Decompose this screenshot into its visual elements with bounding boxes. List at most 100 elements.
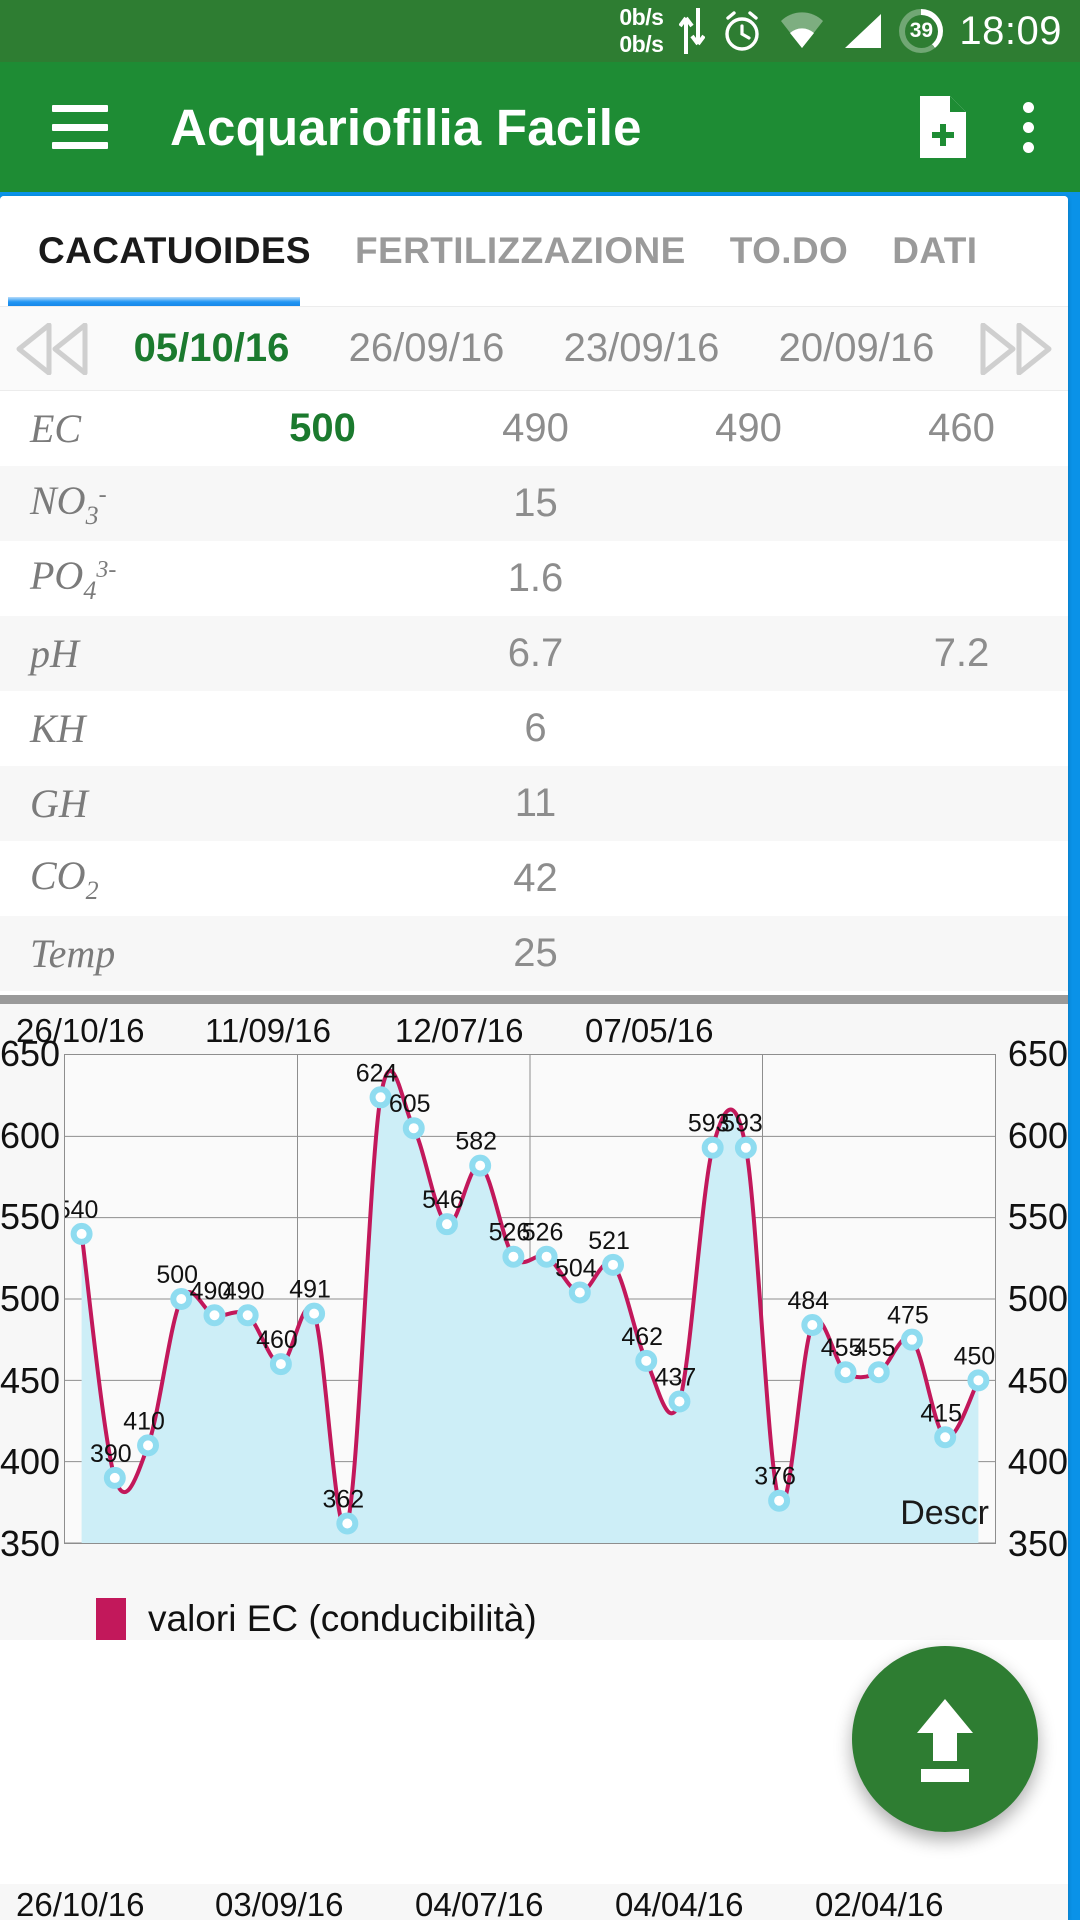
table-row[interactable]: KH 6 — [0, 691, 1068, 766]
rewind-previous-icon[interactable] — [0, 322, 104, 375]
svg-text:521: 521 — [588, 1227, 630, 1255]
cell-value — [855, 556, 1068, 601]
cell-value — [216, 556, 429, 601]
content-card: CACATUOIDES FERTILIZZAZIONE TO.DO DATI 0… — [0, 196, 1068, 1920]
legend-color-swatch — [96, 1598, 126, 1640]
status-bar: 0b/s 0b/s — [0, 0, 1080, 62]
svg-text:455: 455 — [854, 1334, 896, 1362]
cell-value — [642, 856, 855, 901]
y-axis-tick: 350 — [1007, 1523, 1068, 1564]
row-label-superscript: 3- — [96, 556, 117, 583]
cell-value: 42 — [513, 856, 558, 900]
battery-percent-label: 39 — [909, 19, 934, 42]
overflow-menu-icon[interactable] — [1022, 101, 1034, 153]
row-values: 6 — [216, 706, 1068, 751]
tab-cacatuoides[interactable]: CACATUOIDES — [38, 230, 311, 271]
svg-text:540: 540 — [65, 1196, 98, 1224]
x-axis-tick: 11/09/16 — [205, 1012, 332, 1049]
download-speed-label: 0b/s — [619, 31, 664, 57]
tab-fertilizzazione[interactable]: FERTILIZZAZIONE — [355, 230, 686, 271]
svg-text:491: 491 — [289, 1276, 331, 1304]
alarm-clock-icon — [721, 9, 763, 53]
y-axis-tick: 600 — [0, 1114, 61, 1156]
row-label-text: pH — [30, 631, 79, 676]
svg-text:455: 455 — [821, 1334, 863, 1362]
cell-value — [216, 781, 429, 826]
y-axis-tick: 400 — [1007, 1441, 1068, 1483]
svg-text:376: 376 — [754, 1463, 796, 1491]
up-down-arrows-icon — [679, 8, 706, 54]
cell-value: 460 — [928, 406, 995, 450]
cell-value — [855, 931, 1068, 976]
date-cell-0[interactable]: 05/10/16 — [133, 326, 290, 370]
ec-chart[interactable]: 26/10/16 11/09/16 12/07/16 07/05/16 350 400 4… — [0, 1004, 1068, 1564]
y-axis-tick: 550 — [0, 1196, 61, 1238]
table-row[interactable]: pH 6.7 7.2 — [0, 616, 1068, 691]
cell-value: 15 — [513, 481, 558, 525]
y-axis-tick: 500 — [0, 1278, 61, 1319]
row-values: 500 490 490 460 — [216, 406, 1068, 451]
y-axis-tick: 650 — [0, 1033, 61, 1074]
svg-text:546: 546 — [422, 1186, 464, 1214]
y-axis-tick: 450 — [0, 1359, 61, 1401]
row-label-temp: Temp — [0, 930, 216, 977]
cell-value — [216, 706, 429, 751]
tab-dati[interactable]: DATI — [892, 230, 978, 271]
svg-text:624: 624 — [356, 1059, 398, 1087]
svg-text:484: 484 — [788, 1287, 830, 1315]
cell-value: 11 — [514, 781, 557, 825]
svg-text:390: 390 — [90, 1440, 132, 1468]
cell-value — [642, 931, 855, 976]
y-axis-tick: 550 — [1007, 1196, 1068, 1238]
row-label-subscript: 3 — [85, 500, 99, 530]
svg-text:475: 475 — [887, 1302, 929, 1330]
date-cell-1[interactable]: 26/09/16 — [348, 326, 505, 370]
cell-value — [642, 781, 855, 826]
row-label-text: KH — [30, 706, 86, 751]
chart-canvas: 5403904105004904904604913626246055465825… — [64, 1054, 996, 1544]
date-cell-3[interactable]: 20/09/16 — [778, 326, 935, 370]
row-values: 25 — [216, 931, 1068, 976]
svg-text:500: 500 — [156, 1261, 198, 1289]
row-label-text: GH — [30, 781, 88, 826]
cell-value — [855, 856, 1068, 901]
svg-text:582: 582 — [455, 1128, 497, 1156]
cell-value: 490 — [715, 406, 782, 450]
cell-value: 1.6 — [507, 556, 564, 600]
chart-overlay-text: Descr — [900, 1494, 989, 1532]
row-label-text: EC — [30, 406, 82, 451]
section-divider — [0, 995, 1068, 1004]
date-cell-2[interactable]: 23/09/16 — [563, 326, 720, 370]
row-values: 1.6 — [216, 556, 1068, 601]
legend-label: valori EC (conducibilità) — [148, 1598, 537, 1639]
row-label-ec: EC — [0, 405, 216, 452]
hamburger-menu-icon[interactable] — [52, 105, 108, 149]
table-row[interactable]: GH 11 — [0, 766, 1068, 841]
row-label-text: PO — [30, 552, 84, 598]
table-row[interactable]: NO3- 15 — [0, 466, 1068, 541]
row-values: 42 — [216, 856, 1068, 901]
row-label-text: CO — [30, 852, 86, 898]
row-label-gh: GH — [0, 780, 216, 827]
chart-x-axis-labels: 26/10/16 11/09/16 12/07/16 07/05/16 — [0, 1010, 1068, 1054]
table-row[interactable]: Temp 25 — [0, 916, 1068, 991]
app-bar-actions — [916, 94, 1034, 160]
table-row[interactable]: PO43- 1.6 — [0, 541, 1068, 616]
wifi-icon — [779, 12, 825, 50]
table-row[interactable]: CO2 42 — [0, 841, 1068, 916]
table-row[interactable]: EC 500 490 490 460 — [0, 391, 1068, 466]
upload-fab-button[interactable] — [852, 1646, 1038, 1832]
measurements-table: EC 500 490 490 460 NO3- 15 PO43- — [0, 390, 1068, 991]
cell-value — [216, 631, 429, 676]
x-axis-tick: 07/05/16 — [585, 1012, 714, 1049]
row-values: 6.7 7.2 — [216, 631, 1068, 676]
tab-todo[interactable]: TO.DO — [729, 230, 849, 271]
upload-speed-label: 0b/s — [619, 4, 664, 30]
svg-text:415: 415 — [920, 1399, 962, 1427]
new-document-icon[interactable] — [916, 94, 970, 160]
svg-text:462: 462 — [621, 1323, 663, 1351]
upload-icon — [917, 1699, 973, 1782]
date-navigation-row: 05/10/16 26/09/16 23/09/16 20/09/16 — [0, 306, 1068, 390]
forward-next-icon[interactable] — [964, 322, 1068, 375]
